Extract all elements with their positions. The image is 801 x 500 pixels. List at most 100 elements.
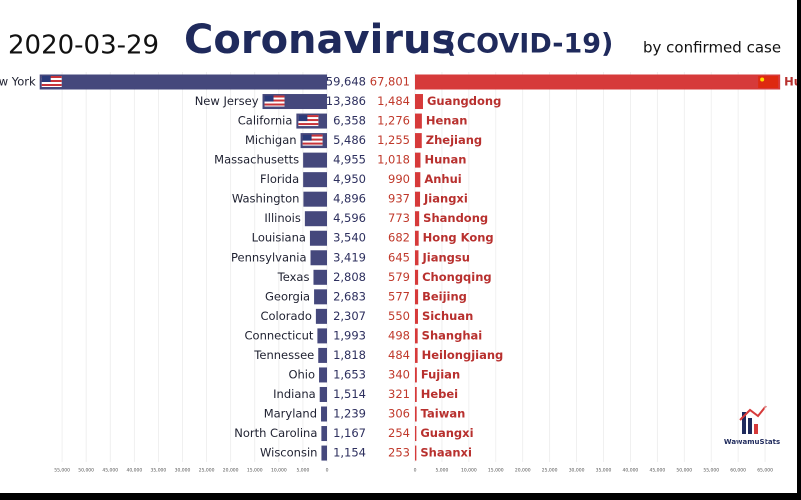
bar [415,191,421,207]
value-label: 550 [388,309,410,323]
flag [264,99,285,102]
category-label: Colorado [260,309,311,323]
date: 2020-03-29 [8,31,159,61]
value-label: 2,683 [333,289,366,303]
bar [317,328,327,344]
value-label: 67,801 [370,75,410,89]
flag [760,77,765,82]
category-label: Georgia [265,289,310,303]
flag [298,115,308,122]
logo-text: WawamuStats [724,438,780,446]
bar [415,328,418,344]
value-label: 6,358 [333,114,366,128]
value-label: 1,239 [333,407,366,421]
bar [303,152,327,168]
bar [314,289,327,305]
x-tick-label: 5,000 [435,468,448,474]
flag [298,119,319,122]
value-label: 4,596 [333,211,366,225]
logo-icon [742,412,746,434]
category-label: Shandong [423,211,488,225]
bar [303,172,327,188]
bar [415,406,417,422]
value-label: 1,993 [333,328,366,342]
x-tick-label: 45,000 [102,468,118,474]
category-label: Maryland [264,407,317,421]
category-label: Beijing [422,289,467,303]
x-tick-label: 30,000 [175,468,191,474]
flag [41,76,62,78]
x-tick-label: 30,000 [569,468,585,474]
subtitle: (COVID-19) [444,29,613,60]
value-label: 1,167 [333,426,366,440]
category-label: Washington [232,192,300,206]
bar [415,367,417,383]
category-label: Hubei [784,75,801,89]
bar [321,426,327,442]
category-label: North Carolina [234,426,317,440]
value-label: 13,386 [326,94,366,108]
value-label: 2,808 [333,270,366,284]
logo-icon [748,418,752,434]
flag [302,134,323,137]
flag [264,95,285,98]
x-tick-label: 10,000 [461,468,477,474]
flag [41,80,62,82]
category-label: Guangdong [427,94,501,108]
value-label: 1,276 [377,114,410,128]
bar [313,269,327,285]
value-label: 3,540 [333,231,366,245]
plot: 55,000 50,000 45,000 40,000 35,000 30,000 25,0… [0,72,801,474]
x-tick-label: 15,000 [488,468,504,474]
x-tick-label: 0 [414,468,417,474]
bar [319,386,327,402]
value-label: 579 [388,270,410,284]
bar [310,250,327,266]
category-label: Shaanxi [420,446,472,460]
value-label: 321 [388,387,410,401]
flag [264,95,274,102]
flag [302,138,323,141]
value-label: 2,307 [333,309,366,323]
category-label: Jiangxi [423,192,468,206]
bar [39,74,327,90]
value-label: 937 [388,192,410,206]
value-label: 498 [388,328,410,342]
bar [415,426,417,442]
x-tick-label: 50,000 [78,468,94,474]
value-label: 645 [388,250,410,264]
value-label: 4,950 [333,172,366,186]
value-label: 1,653 [333,367,366,381]
value-label: 5,486 [333,133,366,147]
bar [415,74,781,90]
value-label: 59,648 [326,75,366,89]
x-tick-label: 20,000 [223,468,239,474]
category-label: Indiana [273,387,316,401]
value-label: 1,154 [333,446,366,460]
category-label: Zhejiang [426,133,482,147]
bar [304,211,327,227]
x-tick-label: 40,000 [126,468,142,474]
value-label: 773 [388,211,410,225]
category-label: Fujian [421,367,460,381]
note: by confirmed case [643,39,781,57]
x-tick-label: 45,000 [649,468,665,474]
value-label: 682 [388,231,410,245]
x-tick-label: 25,000 [542,468,558,474]
value-label: 484 [388,348,410,362]
bar [309,230,327,246]
bar [415,289,419,305]
bar [415,94,423,110]
bar [415,152,421,168]
bar [415,386,417,402]
value-label: 3,419 [333,250,366,264]
frame [0,493,801,500]
value-label: 1,484 [377,94,410,108]
category-label: Michigan [245,133,297,147]
x-tick-label: 5,000 [296,468,309,474]
x-tick-label: 20,000 [515,468,531,474]
category-label: Taiwan [421,407,466,421]
category-label: Heilongjiang [422,348,504,362]
category-label: Henan [426,114,468,128]
